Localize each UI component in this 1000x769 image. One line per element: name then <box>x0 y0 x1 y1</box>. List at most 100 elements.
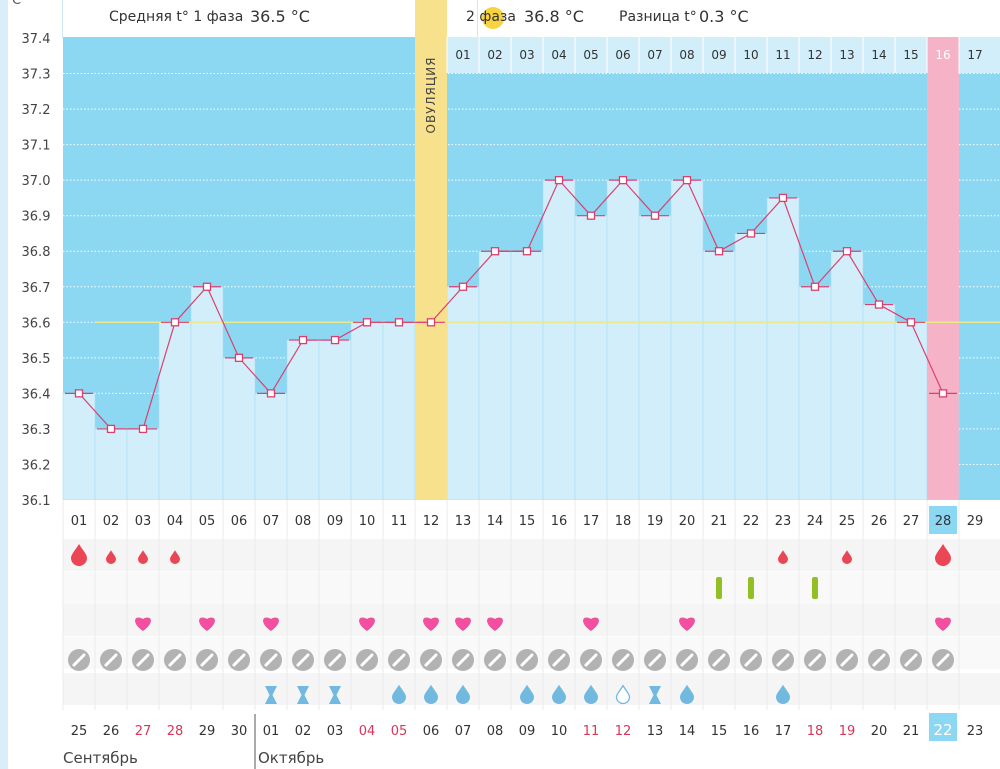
bleeding-heavy-icon <box>935 544 951 566</box>
hourglass-icon <box>297 686 309 704</box>
cycle-day-label: 19 <box>647 514 664 529</box>
pill-slash <box>936 653 950 667</box>
temp-bar-day-6 <box>222 357 256 501</box>
phase2-day-label: 14 <box>871 48 886 62</box>
phase2-day-label: 02 <box>487 48 502 62</box>
phase2-label: 2 фаза <box>466 9 516 25</box>
ovulation-sun-icon <box>482 7 504 29</box>
phase2-day-label: 10 <box>743 48 758 62</box>
calendar-date-label: 11 <box>583 724 600 739</box>
pill-slash <box>488 653 502 667</box>
temp-point-day-9 <box>330 335 340 345</box>
pill-slash <box>904 653 918 667</box>
heart-icon <box>583 617 599 631</box>
future-day-edge <box>959 498 991 500</box>
pill-slash <box>360 653 374 667</box>
phase2-day-label: 11 <box>775 48 790 62</box>
calendar-date-label: 10 <box>551 724 568 739</box>
phase2-day-label: 04 <box>551 48 566 62</box>
phase2-value: 36.8 °C <box>524 7 584 26</box>
cycle-day-label: 13 <box>455 514 472 529</box>
temp-bar-day-11 <box>382 322 416 501</box>
cycle-day-label: 20 <box>679 514 696 529</box>
temp-bar-day-7 <box>254 393 288 501</box>
y-tick-label: 37.4 <box>22 32 51 47</box>
bleeding-light-icon <box>170 550 180 564</box>
temp-bar-day-14 <box>478 250 512 501</box>
pill-slash <box>168 653 182 667</box>
pill-slash <box>392 653 406 667</box>
temp-bar-day-25 <box>830 250 864 501</box>
discharge-icon <box>812 577 818 599</box>
cycle-day-label: 21 <box>711 514 728 529</box>
discharge-icon <box>748 577 754 599</box>
bleeding-light-icon <box>842 550 852 564</box>
y-tick-label: 36.7 <box>22 281 51 296</box>
phase2-day-label: 09 <box>711 48 726 62</box>
temp-point-day-12 <box>426 318 436 327</box>
temp-point-day-26 <box>874 300 884 309</box>
symptom-row <box>63 572 1000 604</box>
y-tick-label: 37.2 <box>22 103 51 118</box>
temp-bar-day-28 <box>926 393 960 501</box>
phase1-label: Средняя t° 1 фаза <box>109 9 244 25</box>
pill-slash <box>648 653 662 667</box>
header-bar: Средняя t° 1 фаза 36.5 °C 2 фаза 36.8 °C… <box>62 0 1000 38</box>
calendar-date-label: 23 <box>967 724 984 739</box>
temp-bar-day-26 <box>862 304 896 501</box>
heart-icon <box>263 617 279 631</box>
diff-label: Разница t° <box>619 9 697 25</box>
calendar-date-label: 20 <box>871 724 888 739</box>
pill-slash <box>552 653 566 667</box>
temp-point-day-3 <box>138 424 148 434</box>
heart-icon <box>935 617 951 631</box>
pill-slash <box>680 653 694 667</box>
temp-point-day-22 <box>746 229 756 238</box>
today-date-badge <box>929 713 957 741</box>
pill-slash <box>840 653 854 667</box>
phase1-value: 36.5 °C <box>250 7 310 26</box>
y-tick-label: 36.8 <box>22 245 51 260</box>
temp-bar-day-4 <box>158 322 192 501</box>
temp-point-day-23 <box>778 193 788 203</box>
temp-bar-day-10 <box>350 322 384 501</box>
hourglass-icon <box>329 686 341 704</box>
calendar-date-label: 21 <box>903 724 920 739</box>
cycle-day-label: 22 <box>743 514 760 529</box>
phase2-day-label: 05 <box>583 48 598 62</box>
pill-slash <box>520 653 534 667</box>
pill-slash <box>456 653 470 667</box>
y-tick-label: 36.2 <box>22 458 51 473</box>
phase2-day-label: 06 <box>615 48 630 62</box>
temp-bar-day-9 <box>318 339 352 501</box>
phase2-day-label: 01 <box>455 48 470 62</box>
y-tick-label: 36.1 <box>22 494 51 509</box>
calendar-date-label: 18 <box>807 724 824 739</box>
calendar-date-label: 15 <box>711 724 728 739</box>
calendar-date-label: 22 <box>933 721 952 739</box>
heart-icon <box>487 617 503 631</box>
cycle-day-label: 04 <box>167 514 184 529</box>
temp-point-day-20 <box>682 176 692 185</box>
calendar-date-label: 03 <box>327 724 344 739</box>
temp-point-day-6 <box>234 353 244 362</box>
cycle-day-label: 28 <box>935 514 952 529</box>
bleeding-light-icon <box>778 550 788 564</box>
cycle-day-label: 29 <box>967 514 984 529</box>
temp-bar-day-20 <box>670 179 704 501</box>
cycle-day-label: 10 <box>359 514 376 529</box>
temp-point-day-15 <box>522 247 532 256</box>
temp-point-day-11 <box>394 318 404 327</box>
temp-point-day-2 <box>106 424 116 434</box>
heart-icon <box>423 617 439 631</box>
pill-slash <box>296 653 310 667</box>
temp-point-day-14 <box>490 247 500 256</box>
temp-point-day-16 <box>554 176 564 185</box>
calendar-date-label: 01 <box>263 724 280 739</box>
temp-bar-day-13 <box>446 286 480 501</box>
cycle-day-label: 03 <box>135 514 152 529</box>
pill-slash <box>264 653 278 667</box>
heart-icon <box>679 617 695 631</box>
y-tick-label: 36.4 <box>22 387 51 402</box>
y-tick-label: 36.9 <box>22 210 51 225</box>
